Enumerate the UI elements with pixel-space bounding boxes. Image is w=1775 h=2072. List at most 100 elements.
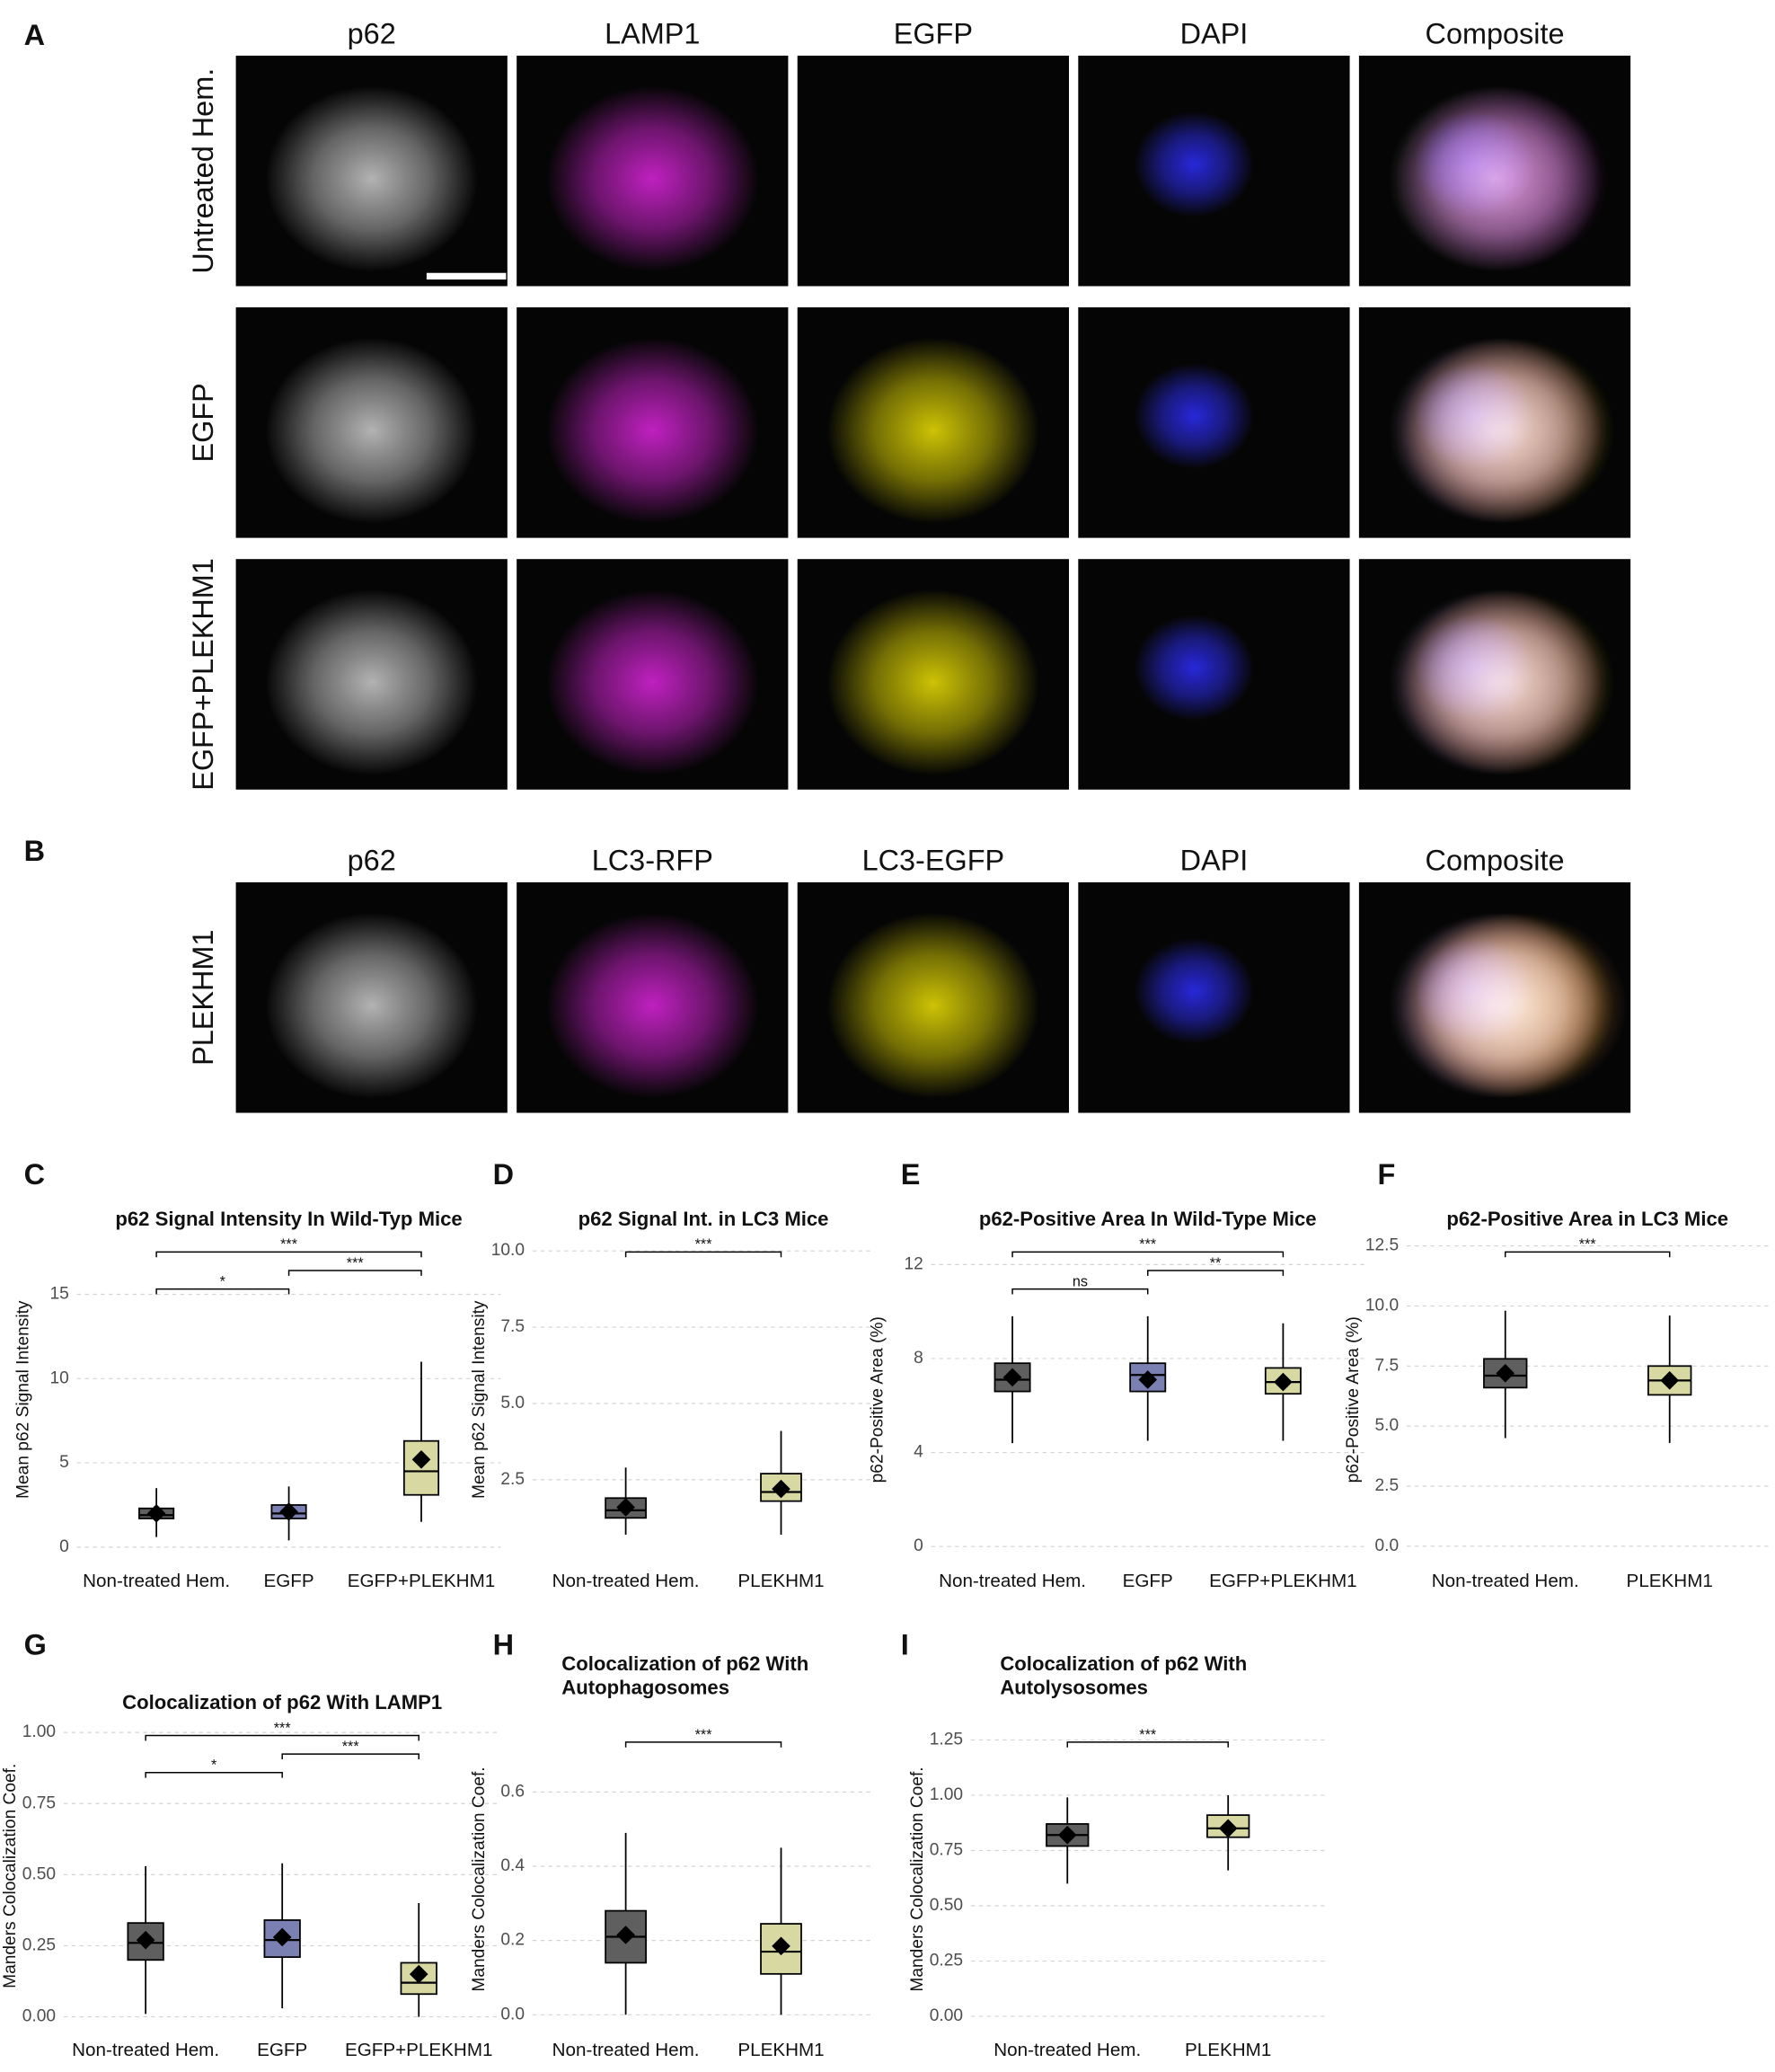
y-tick-label: 0: [59, 1537, 69, 1556]
significance-bracket: [624, 1741, 782, 1748]
significance-bracket: [624, 1251, 782, 1258]
y-axis-label: p62-Positive Area (%): [869, 1316, 888, 1483]
chart-title: Colocalization of p62 With LAMP1: [122, 1691, 442, 1713]
mean-marker: [279, 1502, 298, 1521]
row-label: PLEKHM1: [187, 930, 219, 1066]
significance-label: ***: [280, 1236, 298, 1253]
x-tick-label: PLEKHM1: [737, 1571, 824, 1591]
y-axis-label: p62-Positive Area (%): [1344, 1316, 1363, 1483]
panel-letter: A: [24, 19, 45, 51]
significance-bracket: [1011, 1251, 1285, 1258]
significance-label: *: [211, 1758, 217, 1774]
mean-marker: [272, 1927, 292, 1947]
panel-letter: D: [493, 1158, 514, 1191]
signal: [265, 337, 478, 524]
y-axis-label: Manders Colocalization Coef.: [470, 1767, 489, 1991]
chart-title: p62-Positive Area in LC3 Mice: [1446, 1208, 1728, 1230]
column-header: LAMP1: [605, 17, 700, 49]
significance-label: ***: [342, 1739, 360, 1755]
y-tick-label: 2.5: [1374, 1476, 1399, 1495]
x-tick-label: Non-treated Hem.: [939, 1571, 1086, 1591]
row-label: EGFP+PLEKHM1: [187, 558, 219, 791]
y-tick-label: 0: [914, 1536, 923, 1555]
y-tick-label: 15: [49, 1285, 68, 1304]
significance-label: *: [220, 1274, 226, 1290]
significance-label: ***: [695, 1236, 713, 1253]
signal: [546, 337, 759, 524]
mean-marker: [1660, 1371, 1680, 1390]
y-tick-label: 0.0: [1374, 1536, 1399, 1555]
signal: [265, 912, 478, 1099]
chart-title: Colocalization of p62 With: [1000, 1652, 1247, 1675]
mean-marker: [1496, 1363, 1515, 1383]
x-tick-label: Non-treated Hem.: [1432, 1571, 1579, 1591]
x-tick-label: EGFP: [257, 2040, 307, 2060]
y-tick-label: 1.25: [930, 1730, 963, 1749]
x-tick-label: PLEKHM1: [1185, 2040, 1271, 2060]
panel-letter: G: [24, 1628, 47, 1660]
significance-label: ***: [695, 1727, 713, 1743]
y-tick-label: 7.5: [500, 1317, 525, 1336]
signal: [1134, 615, 1254, 722]
panel-letter: E: [901, 1158, 921, 1191]
y-tick-label: 5: [59, 1453, 69, 1472]
y-tick-label: 0.25: [930, 1952, 963, 1970]
significance-bracket: [145, 1734, 419, 1741]
chart-title: Autophagosomes: [561, 1677, 729, 1699]
x-tick-label: Non-treated Hem.: [552, 2040, 700, 2060]
y-tick-label: 5.0: [1374, 1416, 1399, 1435]
y-tick-label: 10: [49, 1368, 68, 1387]
micrograph: [797, 55, 1069, 287]
column-header: LC3-RFP: [592, 844, 713, 876]
signal: [1415, 912, 1628, 1099]
y-tick-label: 0.50: [930, 1896, 963, 1915]
column-header: Composite: [1426, 844, 1565, 876]
significance-label: ***: [1579, 1236, 1597, 1253]
significance-bracket: [287, 1270, 422, 1276]
y-tick-label: 1.00: [22, 1722, 56, 1741]
mean-marker: [146, 1504, 166, 1523]
y-tick-label: 0.00: [930, 2006, 963, 2025]
signal: [1415, 615, 1535, 722]
significance-bracket: [281, 1753, 419, 1760]
y-tick-label: 7.5: [1374, 1356, 1399, 1375]
signal: [826, 589, 1039, 775]
panel-letter: B: [24, 835, 45, 867]
x-tick-label: EGFP+PLEKHM1: [348, 1571, 495, 1591]
mean-marker: [1057, 1825, 1077, 1845]
significance-bracket: [145, 1772, 283, 1778]
significance-label: ***: [1139, 1236, 1157, 1253]
y-tick-label: 5.0: [500, 1394, 525, 1412]
signal: [546, 85, 759, 272]
y-axis-label: Manders Colocalization Coef.: [1, 1764, 20, 1988]
chart-title: Autolysosomes: [1000, 1677, 1148, 1699]
mean-marker: [772, 1479, 790, 1499]
x-tick-label: EGFP: [1123, 1571, 1173, 1591]
y-tick-label: 1.00: [930, 1785, 963, 1804]
y-tick-label: 0.25: [22, 1936, 56, 1955]
column-header: LC3-EGFP: [862, 844, 1005, 876]
column-header: p62: [348, 17, 396, 49]
significance-bracket: [155, 1251, 422, 1258]
chart-title: p62 Signal Intensity In Wild-Typ Mice: [115, 1208, 462, 1230]
mean-marker: [1138, 1370, 1158, 1389]
mean-marker: [1274, 1372, 1293, 1392]
signal: [1415, 362, 1535, 469]
scale-bar: [426, 272, 507, 280]
y-tick-label: 0.50: [22, 1864, 56, 1883]
x-tick-label: Non-treated Hem.: [552, 1571, 700, 1591]
x-tick-label: PLEKHM1: [737, 2040, 824, 2060]
mean-marker: [409, 1964, 428, 1984]
y-tick-label: 0.75: [22, 1793, 56, 1812]
signal: [826, 337, 1039, 524]
significance-bracket: [155, 1288, 290, 1295]
column-header: DAPI: [1180, 17, 1249, 49]
signal: [1134, 937, 1254, 1044]
y-tick-label: 12.5: [1365, 1236, 1399, 1255]
significance-bracket: [1146, 1270, 1285, 1276]
significance-label: ***: [1139, 1727, 1157, 1743]
column-header: EGFP: [894, 17, 973, 49]
y-tick-label: 2.5: [500, 1470, 525, 1489]
y-tick-label: 10.0: [1365, 1297, 1399, 1315]
